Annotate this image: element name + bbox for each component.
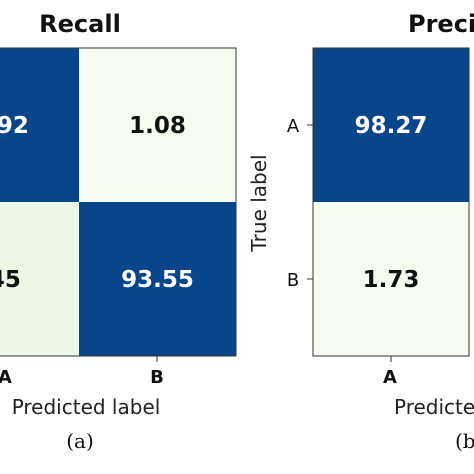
recall-panel: Recall 3.92 1.08 .45 93.55 A B Predicted la… (0, 10, 237, 453)
recall-cell-label-1-1: 93.55 (121, 267, 194, 293)
recall-matrix-border (0, 47, 237, 357)
precision-matrix: 98.27 1.73 (312, 47, 470, 357)
precision-cell-0-0 (313, 48, 469, 202)
recall-x-tick-b: B (150, 367, 164, 388)
recall-cell-label-1-0: .45 (0, 267, 21, 293)
precision-cell-label-0-0: 98.27 (355, 113, 428, 139)
recall-cell-1-1 (79, 202, 236, 356)
precision-x-axis-label: Predicte (394, 395, 474, 419)
recall-x-tick-a: A (0, 367, 12, 388)
precision-y-tick-b: B (287, 270, 299, 291)
precision-caption: (b (455, 429, 474, 453)
recall-cell-1-0 (0, 202, 79, 356)
precision-y-tick-a: A (287, 116, 300, 137)
recall-cell-0-1 (79, 48, 236, 202)
precision-panel: Precis 98.27 1.73 A B True label A Predic… (247, 10, 474, 453)
recall-x-axis-label: Predicted label (12, 395, 161, 419)
recall-cell-0-0 (0, 48, 79, 202)
recall-matrix: 3.92 1.08 .45 93.55 (0, 47, 237, 357)
precision-x-tick-a: A (383, 367, 397, 388)
precision-cell-label-1-0: 1.73 (363, 267, 420, 293)
recall-title: Recall (39, 10, 121, 38)
recall-cell-label-0-1: 1.08 (129, 113, 186, 139)
precision-title: Precis (408, 10, 474, 38)
recall-caption: (a) (66, 429, 94, 453)
precision-y-axis-label: True label (247, 154, 271, 252)
recall-cell-label-0-0: 3.92 (0, 113, 29, 139)
precision-cell-1-0 (313, 202, 469, 356)
